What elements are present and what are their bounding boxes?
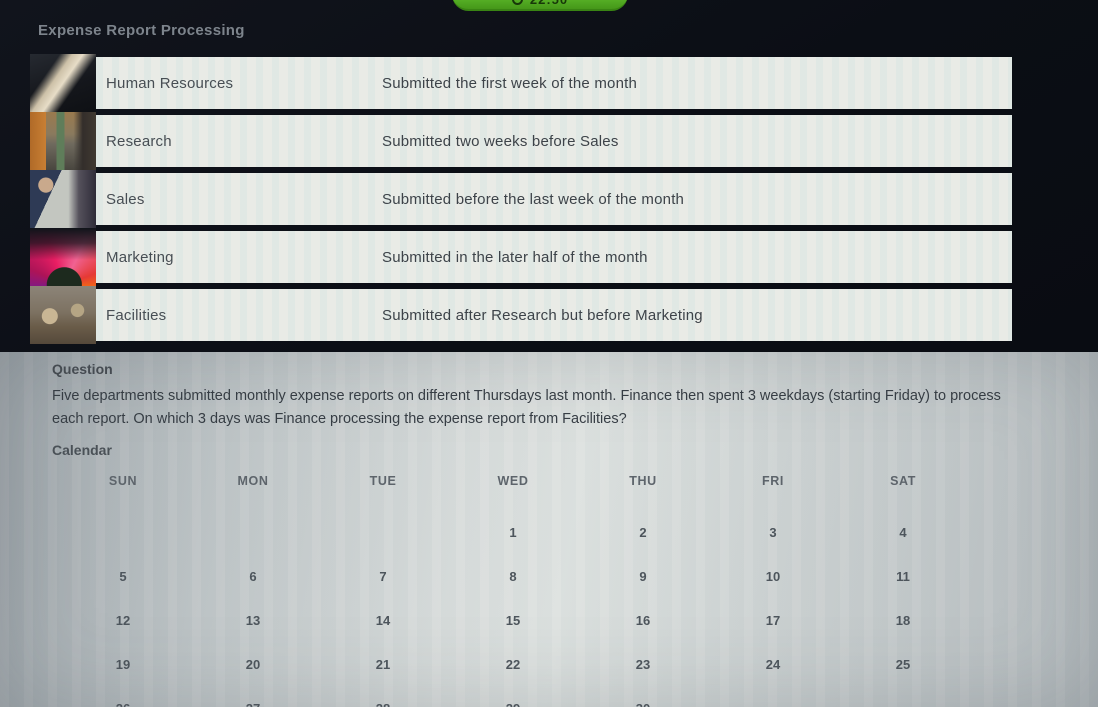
calendar-day-cell[interactable]: 15	[505, 612, 521, 628]
calendar-day-cell	[838, 686, 968, 707]
calendar-day-cell[interactable]: 10	[765, 568, 781, 584]
department-name: Marketing	[106, 248, 174, 266]
calendar-day-cell	[708, 686, 838, 707]
calendar-day-header-mon: MON	[237, 474, 269, 488]
calendar-day-header-tue: TUE	[369, 474, 397, 488]
calendar-day-cell[interactable]: 16	[635, 612, 651, 628]
department-clue: Submitted the first week of the month	[382, 74, 638, 92]
calendar-day-cell[interactable]: 5	[119, 568, 127, 584]
calendar-day-header-thu: THU	[629, 474, 657, 488]
department-row-human-resources: Human Resources Submitted the first week…	[0, 54, 1098, 112]
department-row-sales: Sales Submitted before the last week of …	[0, 170, 1098, 228]
calendar-day-cell[interactable]: 29	[448, 686, 578, 707]
timer-pill: 22:50	[452, 0, 628, 11]
office-desks-photo	[30, 112, 96, 170]
calendar-day-cell[interactable]: 1	[509, 524, 517, 540]
question-text: Five departments submitted monthly expen…	[52, 388, 1001, 427]
color-wheel-photo	[30, 228, 96, 286]
clue-bar: Marketing Submitted in the later half of…	[96, 231, 1012, 283]
question-heading: Question	[52, 361, 113, 377]
calendar-day-header-wed: WED	[497, 474, 529, 488]
calendar-day-cell[interactable]: 26	[58, 686, 188, 707]
calendar-day-cell[interactable]: 21	[375, 656, 391, 672]
calendar-day-cell[interactable]: 17	[765, 612, 781, 628]
calendar-grid: SUN MON TUE WED THU FRI SAT 1 2 3 4 5 6 …	[58, 466, 968, 707]
calendar-day-cell[interactable]: 24	[765, 656, 781, 672]
calendar-day-header-sat: SAT	[890, 474, 916, 488]
calendar-day-cell[interactable]: 6	[249, 568, 257, 584]
department-clue: Submitted after Research but before Mark…	[382, 306, 703, 324]
department-name: Sales	[106, 190, 145, 208]
calendar-day-cell[interactable]: 18	[895, 612, 911, 628]
calendar-day-cell[interactable]: 19	[115, 656, 131, 672]
calendar-day-cell[interactable]: 22	[505, 656, 521, 672]
clue-bar: Facilities Submitted after Research but …	[96, 289, 1012, 341]
calendar-day-header-sun: SUN	[108, 474, 138, 488]
question-panel: Question Five departments submitted mont…	[0, 352, 1098, 707]
calendar-day-cell[interactable]: 3	[769, 524, 777, 540]
clue-bar: Human Resources Submitted the first week…	[96, 57, 1012, 109]
clue-bar: Sales Submitted before the last week of …	[96, 173, 1012, 225]
calendar-day-cell[interactable]: 9	[639, 568, 647, 584]
department-name: Research	[106, 132, 172, 150]
calendar-day-cell[interactable]: 11	[896, 568, 910, 584]
office-furniture-photo	[30, 286, 96, 344]
department-row-marketing: Marketing Submitted in the later half of…	[0, 228, 1098, 286]
department-name: Human Resources	[106, 74, 234, 92]
calendar-day-cell[interactable]: 2	[639, 524, 647, 540]
department-clue: Submitted in the later half of the month	[382, 248, 648, 266]
calendar-day-header-fri: FRI	[762, 474, 784, 488]
department-name: Facilities	[106, 306, 167, 324]
calendar-day-cell	[58, 510, 188, 554]
page-title: Expense Report Processing	[38, 22, 245, 39]
department-row-research: Research Submitted two weeks before Sale…	[0, 112, 1098, 170]
clock-icon	[511, 0, 523, 5]
calendar-day-cell[interactable]: 28	[318, 686, 448, 707]
department-list: Human Resources Submitted the first week…	[0, 54, 1098, 344]
calendar-day-cell[interactable]: 14	[375, 612, 391, 628]
calendar-day-cell[interactable]: 23	[635, 656, 651, 672]
calendar-day-cell[interactable]: 27	[188, 686, 318, 707]
calendar-day-cell	[318, 510, 448, 554]
calendar-day-cell[interactable]: 12	[115, 612, 131, 628]
calendar-day-cell[interactable]: 13	[245, 612, 261, 628]
department-clue: Submitted two weeks before Sales	[382, 132, 619, 150]
calendar-day-cell	[188, 510, 318, 554]
clues-panel: 22:50 Expense Report Processing Human Re…	[0, 0, 1098, 352]
handshake-photo	[30, 54, 96, 112]
calendar-day-cell[interactable]: 8	[509, 568, 517, 584]
people-meeting-photo	[30, 170, 96, 228]
calendar-day-cell[interactable]: 7	[379, 568, 387, 584]
department-clue: Submitted before the last week of the mo…	[382, 190, 685, 208]
timer-text: 22:50	[530, 0, 568, 6]
clue-bar: Research Submitted two weeks before Sale…	[96, 115, 1012, 167]
calendar-day-cell[interactable]: 4	[899, 524, 907, 540]
calendar-day-cell[interactable]: 20	[245, 656, 261, 672]
calendar-label: Calendar	[52, 442, 112, 458]
department-row-facilities: Facilities Submitted after Research but …	[0, 286, 1098, 344]
calendar-day-cell[interactable]: 30	[578, 686, 708, 707]
calendar-day-cell[interactable]: 25	[895, 656, 911, 672]
